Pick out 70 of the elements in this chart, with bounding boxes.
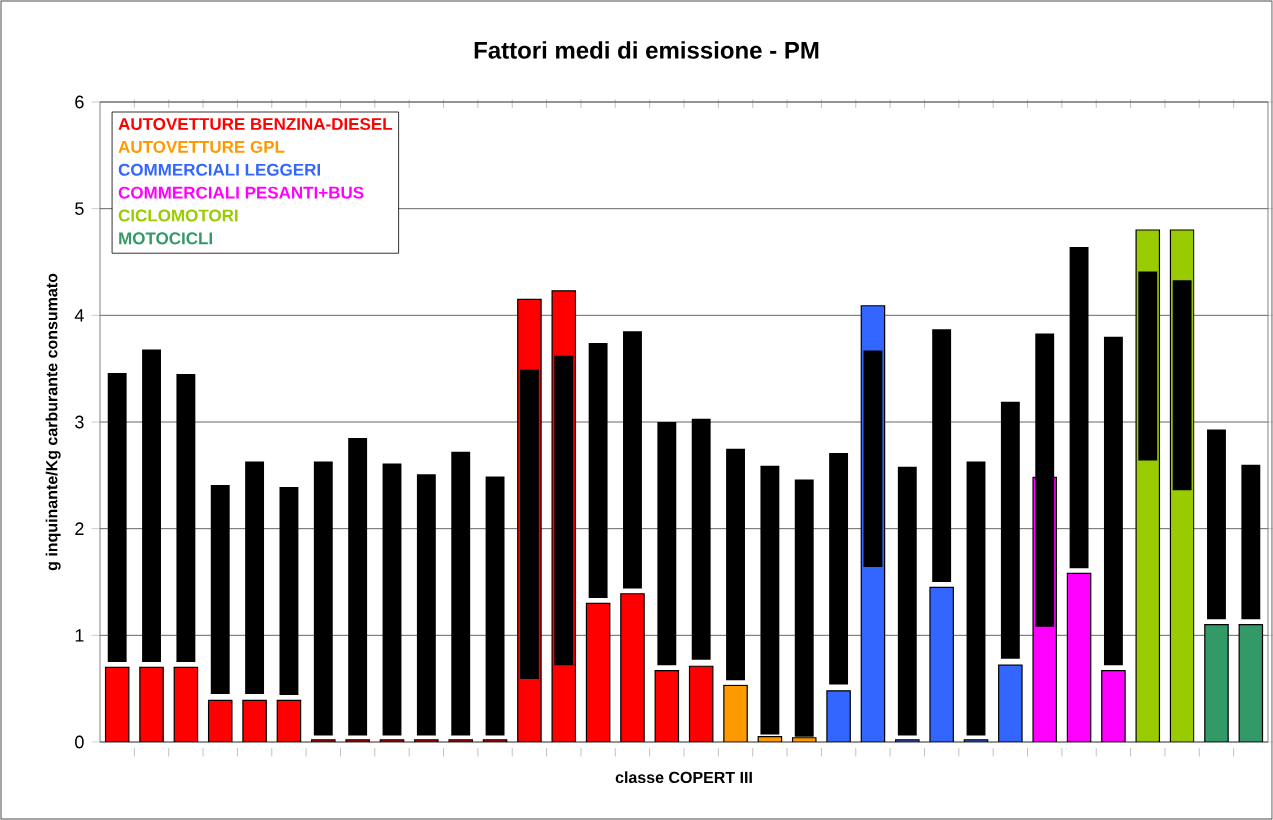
bar — [826, 690, 851, 742]
bar — [104, 666, 130, 742]
bar — [932, 329, 952, 582]
bar — [657, 422, 677, 666]
bar — [829, 452, 849, 685]
bar — [311, 739, 336, 742]
bar — [173, 666, 199, 742]
bar — [554, 355, 574, 666]
bar — [448, 739, 473, 742]
bar — [176, 374, 196, 662]
bar — [1204, 624, 1229, 742]
bar — [863, 350, 883, 568]
bar — [1101, 669, 1126, 742]
bar — [929, 586, 954, 742]
bar — [588, 343, 608, 599]
text: CICLOMOTORI — [118, 209, 238, 222]
bar — [1241, 464, 1261, 620]
bar — [451, 451, 471, 736]
bar — [142, 349, 161, 662]
bar — [245, 461, 265, 694]
bar — [585, 602, 611, 742]
y-tick-label: 3 — [75, 415, 84, 429]
bar — [998, 664, 1023, 742]
bar — [1000, 401, 1020, 659]
bar — [897, 466, 917, 736]
bar — [688, 665, 714, 742]
bar — [107, 372, 127, 662]
bar — [1207, 429, 1226, 620]
bar — [1103, 336, 1123, 666]
bar — [691, 418, 711, 660]
bar — [139, 666, 164, 742]
bar — [210, 484, 230, 694]
y-tick-label: 0 — [75, 735, 84, 749]
bar — [723, 684, 748, 742]
bar — [345, 739, 370, 742]
y-tick-label: 1 — [75, 629, 84, 642]
bar — [726, 448, 745, 681]
text: AUTOVETTURE BENZINA-DIESEL — [118, 118, 393, 131]
bar — [485, 476, 505, 736]
bar — [207, 699, 233, 742]
text: COMMERCIALI LEGGERI — [118, 163, 320, 176]
bar — [1238, 624, 1264, 742]
bar — [279, 487, 299, 696]
bar — [1069, 247, 1089, 569]
bar — [416, 474, 436, 736]
bar — [382, 463, 402, 736]
y-tick-label: 4 — [74, 309, 84, 322]
x-axis-title: classe COPERT III — [615, 771, 752, 784]
text: MOTOCICLI — [119, 232, 213, 245]
bar — [623, 331, 642, 589]
text: AUTOVETTURE GPL — [118, 140, 285, 153]
bar — [654, 669, 680, 742]
y-tick-label: 5 — [75, 202, 84, 215]
y-tick-label: 6 — [75, 95, 84, 109]
bar — [1066, 572, 1092, 742]
bar — [348, 438, 368, 736]
bar — [313, 461, 333, 736]
bar — [276, 699, 302, 742]
chart-title: Fattori medi di emissione - PM — [474, 41, 819, 59]
bar — [1138, 271, 1158, 461]
bar — [482, 739, 508, 742]
bar — [414, 739, 439, 742]
bar — [1172, 280, 1192, 491]
y-tick-label: 2 — [75, 522, 84, 535]
bar — [242, 699, 267, 742]
bar — [379, 739, 405, 742]
text: COMMERCIALI PESANTI+BUS — [118, 186, 364, 199]
y-axis-title: g inquinante/Kg carburante consumato — [45, 273, 61, 571]
bar — [966, 461, 986, 736]
bar — [620, 593, 645, 742]
